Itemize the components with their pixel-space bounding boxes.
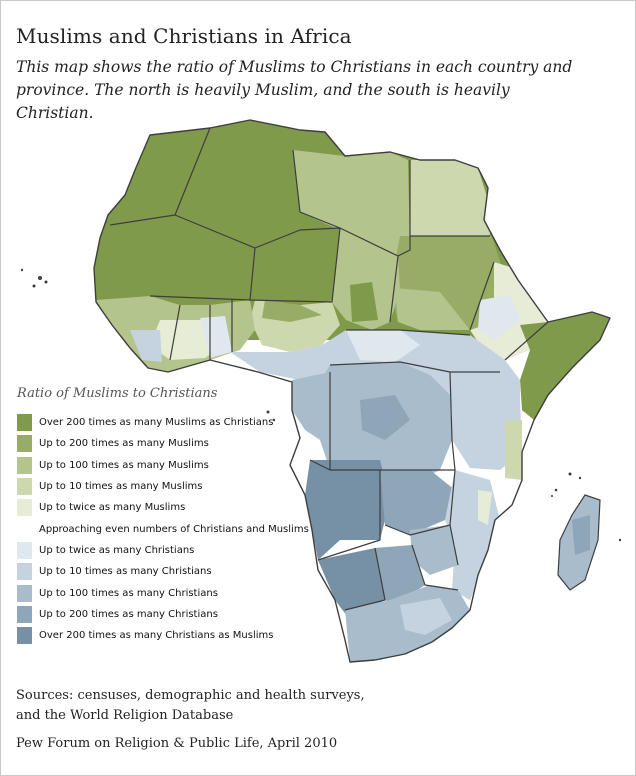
region-gabon-congo	[292, 372, 335, 440]
sources-line-2: and the World Religion Database	[16, 708, 234, 723]
legend-label: Over 200 times as many Muslims as Christ…	[39, 417, 274, 429]
legend-item-muslim-200: Up to 200 times as many Muslims	[17, 433, 317, 454]
map-regions	[94, 120, 610, 662]
legend-label: Over 200 times as many Christians as Mus…	[39, 630, 274, 642]
legend-swatch	[17, 584, 32, 602]
region-egypt	[410, 160, 490, 236]
sources-note: Sources: censuses, demographic and healt…	[16, 686, 416, 726]
region-malawi	[478, 490, 492, 525]
region-namibia	[318, 548, 385, 620]
legend: Ratio of Muslims to Christians Over 200 …	[17, 386, 317, 646]
region-chad-east	[350, 282, 378, 322]
legend-label: Up to 10 times as many Muslims	[39, 481, 203, 493]
legend-item-christian-200plus: Over 200 times as many Christians as Mus…	[17, 625, 317, 646]
legend-swatch	[17, 563, 32, 581]
region-sudan-south	[395, 288, 470, 330]
legend-item-christian-200: Up to 200 times as many Christians	[17, 604, 317, 625]
legend-swatch	[17, 435, 32, 453]
legend-item-muslim-10: Up to 10 times as many Muslims	[17, 476, 317, 497]
region-angola	[305, 460, 390, 560]
legend-item-even: Approaching even numbers of Christians a…	[39, 523, 309, 535]
legend-swatch	[17, 605, 32, 623]
legend-item-christian-2: Up to twice as many Christians	[17, 540, 317, 561]
legend-swatch	[17, 478, 32, 496]
region-niger	[250, 228, 340, 308]
islands	[20, 268, 622, 542]
legend-item-muslim-200plus: Over 200 times as many Muslims as Christ…	[17, 412, 317, 433]
region-zimbabwe	[410, 525, 458, 575]
region-ghana-south	[200, 316, 232, 358]
legend-item-christian-100: Up to 100 times as many Christians	[17, 582, 317, 603]
credit-line: Pew Forum on Religion & Public Life, Apr…	[16, 736, 338, 751]
legend-label: Up to 10 times as many Christians	[39, 566, 212, 578]
legend-title: Ratio of Muslims to Christians	[17, 386, 218, 401]
legend-item-christian-10: Up to 10 times as many Christians	[17, 561, 317, 582]
region-somalia	[520, 312, 610, 420]
legend-item-muslim-100: Up to 100 times as many Muslims	[17, 455, 317, 476]
region-nigeria-north	[262, 300, 322, 322]
region-libya	[293, 150, 410, 258]
map-title: Muslims and Christians in Africa	[16, 24, 352, 48]
country-borders	[93, 119, 611, 663]
region-kenya-tanzania	[450, 372, 522, 470]
legend-item-muslim-2: Up to twice as many Muslims	[17, 497, 317, 518]
legend-label: Up to 200 times as many Christians	[39, 608, 218, 620]
madagascar-east	[572, 515, 590, 555]
region-chad	[330, 228, 400, 330]
legend-label: Up to 100 times as many Muslims	[39, 459, 209, 471]
region-liberia	[130, 330, 162, 362]
region-zambia	[380, 470, 455, 535]
legend-swatch	[17, 456, 32, 474]
legend-swatch	[17, 541, 32, 559]
region-car	[346, 330, 420, 362]
region-tanzania-coast	[505, 420, 522, 480]
legend-label: Up to 200 times as many Muslims	[39, 438, 209, 450]
region-ethiopia-west	[478, 295, 520, 340]
legend-label: Up to twice as many Muslims	[39, 502, 186, 514]
legend-swatch	[17, 414, 32, 432]
legend-label: Up to twice as many Christians	[39, 544, 195, 556]
region-botswana	[375, 545, 425, 605]
sources-line-1: Sources: censuses, demographic and healt…	[16, 688, 365, 703]
region-south-africa-east	[400, 598, 452, 635]
map-subtitle: This map shows the ratio of Muslims to C…	[16, 58, 573, 122]
region-drc-central	[360, 395, 410, 440]
legend-swatch	[17, 627, 32, 645]
legend-label: Up to 100 times as many Christians	[39, 587, 218, 599]
legend-swatch	[17, 499, 32, 517]
